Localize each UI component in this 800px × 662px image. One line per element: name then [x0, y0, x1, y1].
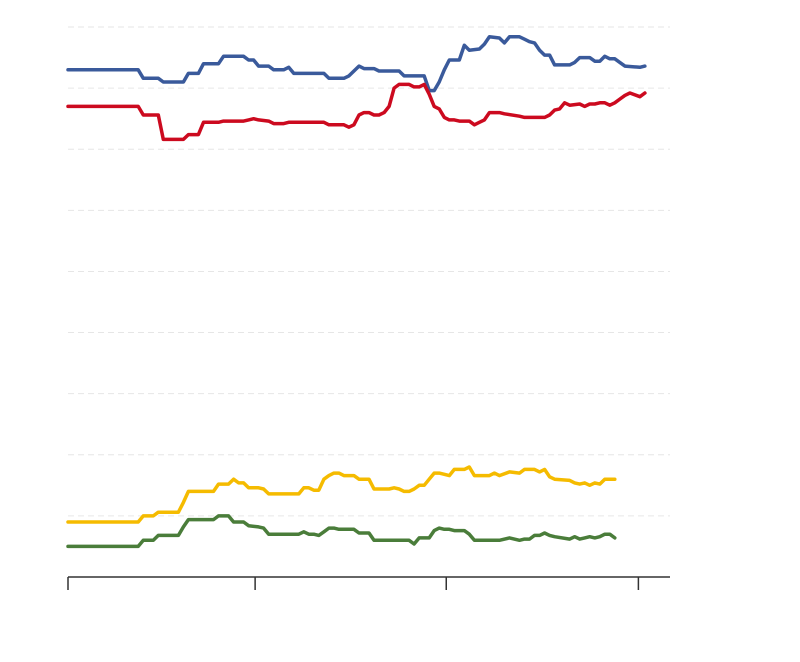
series-lines [66, 35, 647, 549]
series-line-2 [66, 465, 617, 524]
series-line-1 [66, 82, 647, 142]
x-axis [67, 576, 670, 590]
series-line-3 [66, 514, 617, 549]
gridlines [68, 26, 670, 517]
series-line-0 [66, 35, 647, 93]
